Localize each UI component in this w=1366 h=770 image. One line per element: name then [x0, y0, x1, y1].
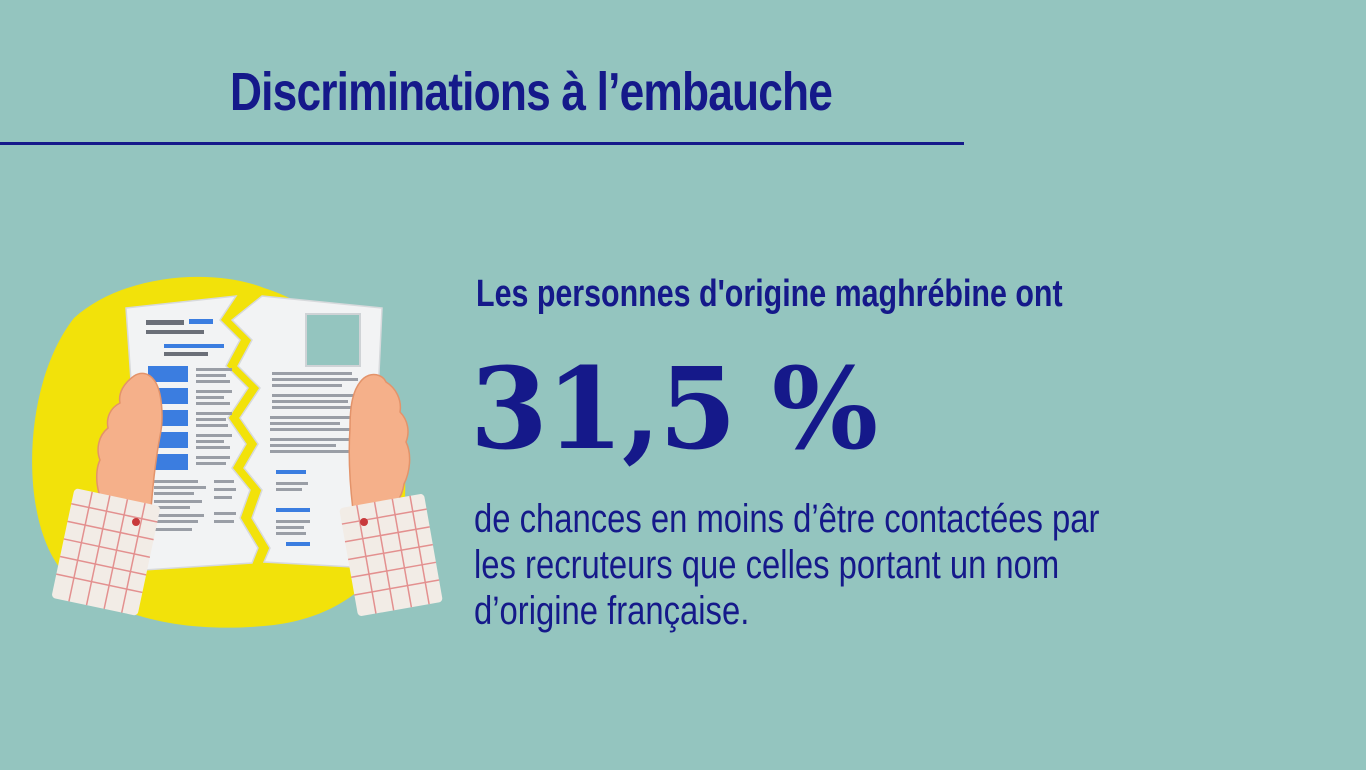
- description-text: de chances en moins d’être contactées pa…: [474, 496, 1099, 634]
- cv-right-half: [230, 295, 383, 569]
- right-hand: [339, 373, 443, 616]
- lead-text: Les personnes d'origine maghrébine ont: [476, 273, 1063, 315]
- description-line-1: de chances en moins d’être contactées pa…: [474, 497, 1100, 541]
- left-hand: [52, 372, 163, 616]
- page-title: Discriminations à l’embauche: [230, 62, 833, 122]
- torn-cv-icon: [32, 276, 443, 628]
- description-line-2: les recruteurs que celles portant un nom: [474, 543, 1060, 587]
- title-underline: [0, 142, 964, 145]
- statistic-value: 31,5 %: [470, 344, 878, 475]
- cv-left-half: [125, 295, 259, 571]
- description-line-3: d’origine française.: [474, 589, 750, 633]
